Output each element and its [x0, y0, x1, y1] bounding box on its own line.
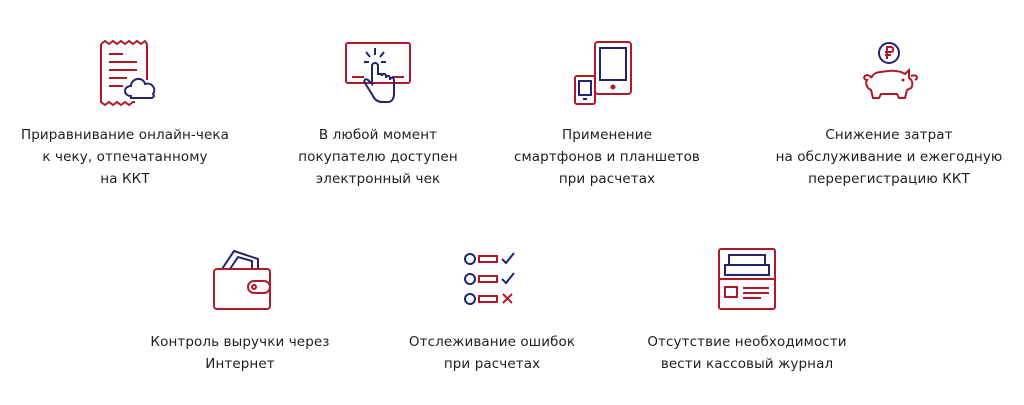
- piggy-bank-ruble-icon: [863, 42, 919, 99]
- feature-label: Отсутствие необходимости вести кассовый …: [647, 334, 847, 372]
- feature-label: Контроль выручки через Интернет: [150, 334, 330, 372]
- feature-label: Отслеживание ошибок при расчетах: [408, 334, 576, 372]
- feature-cost-reduction: Снижение затрат на обслуживание и ежегод…: [759, 40, 1019, 190]
- feature-online-receipt: Приравнивание онлайн-чека к чеку, отпеча…: [0, 40, 255, 190]
- journal-register-icon: [718, 248, 776, 310]
- feature-label: Применение смартфонов и планшетов при ра…: [513, 127, 700, 187]
- feature-electronic-receipt: В любой момент покупателю доступен элект…: [248, 40, 508, 190]
- feature-label: Снижение затрат на обслуживание и ежегод…: [775, 127, 1003, 187]
- receipt-cloud-icon: [100, 40, 156, 107]
- feature-label: Приравнивание онлайн-чека к чеку, отпеча…: [21, 127, 229, 187]
- feature-no-cash-journal: Отсутствие необходимости вести кассовый …: [617, 247, 877, 375]
- feature-mobile-devices: Применение смартфонов и планшетов при ра…: [477, 40, 737, 190]
- wallet-icon: [213, 249, 271, 310]
- feature-label: В любой момент покупателю доступен элект…: [298, 127, 458, 187]
- feature-revenue-control: Контроль выручки через Интернет: [110, 247, 370, 375]
- touch-screen-icon: [345, 42, 411, 103]
- tablet-phone-icon: [574, 41, 632, 105]
- checklist-icon: [464, 252, 515, 305]
- feature-error-tracking: Отслеживание ошибок при расчетах: [362, 247, 622, 375]
